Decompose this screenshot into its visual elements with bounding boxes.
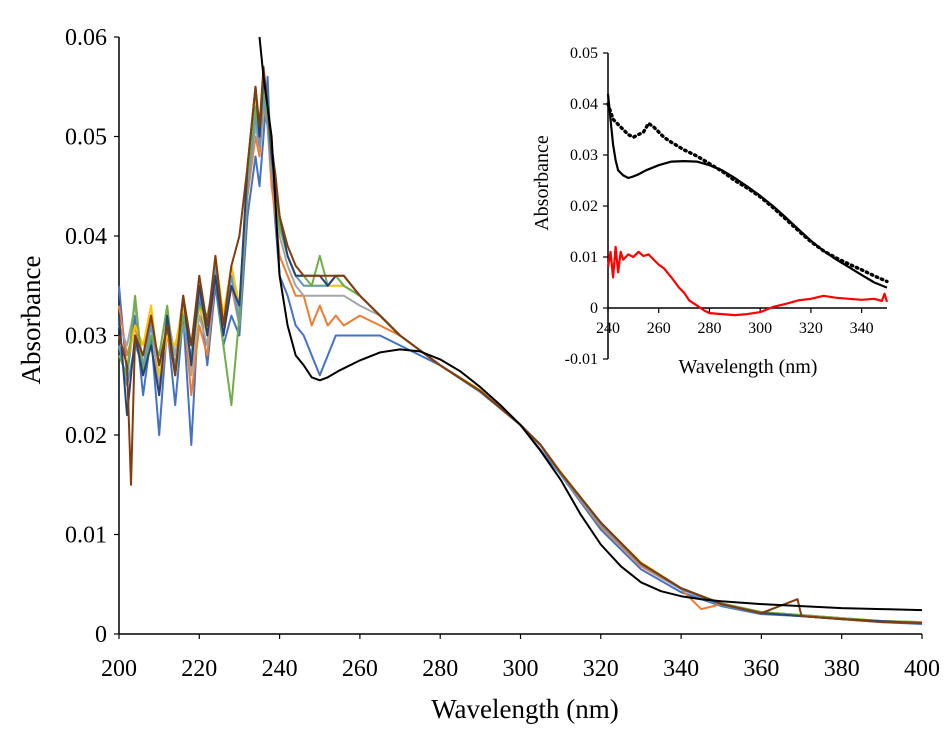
inset-x-tick-label: 320 — [799, 320, 823, 337]
inset-y-tick-label: -0.01 — [565, 351, 598, 368]
main-x-tick-label: 200 — [101, 656, 137, 682]
main-y-tick-label: 0.05 — [65, 125, 107, 151]
inset-y-axis-label: Absorbance — [531, 135, 553, 231]
inset-series-line-2 — [606, 102, 889, 284]
inset-y-tick-label: 0.05 — [570, 45, 598, 62]
main-y-tick-label: 0.01 — [65, 523, 107, 549]
inset-x-tick-label: 280 — [697, 320, 721, 337]
main-axes — [114, 36, 923, 639]
inset-x-tick-label: 340 — [850, 320, 874, 337]
main-series-line-6 — [118, 85, 923, 624]
inset-y-tick-label: 0.03 — [570, 147, 598, 164]
inset-series-line-3 — [606, 245, 889, 317]
main-x-tick-label: 280 — [422, 656, 458, 682]
main-x-tick-label: 220 — [181, 656, 217, 682]
main-series-line-1 — [118, 75, 923, 625]
inset-y-tick-label: 0.01 — [570, 249, 598, 266]
main-series-line-7 — [118, 75, 923, 625]
inset-x-tick-label: 240 — [596, 320, 620, 337]
main-ticks: 0 0.01 0.02 0.03 0.04 0.05 0.06 200 220 240 260 280… — [65, 25, 940, 682]
main-x-tick-label: 360 — [743, 656, 779, 682]
main-y-tick-label: 0 — [95, 622, 107, 648]
main-x-tick-label: 260 — [342, 656, 378, 682]
main-x-tick-label: 340 — [663, 656, 699, 682]
inset-ticks: -0.01 0 0.01 0.02 0.03 0.04 0.05 240 260 280 300 32… — [565, 45, 874, 368]
inset-x-tick-label: 260 — [647, 320, 671, 337]
inset-series — [606, 93, 889, 317]
inset-y-tick-label: 0.02 — [570, 198, 598, 215]
main-x-tick-label: 400 — [904, 656, 940, 682]
main-x-tick-label: 300 — [503, 656, 539, 682]
main-series-line-8 — [118, 65, 923, 625]
main-y-axis-label: Absorbance — [16, 256, 46, 385]
inset-y-tick-label: 0 — [590, 300, 598, 317]
inset-chart: -0.01 0 0.01 0.02 0.03 0.04 0.05 240 260 280 300 32… — [531, 45, 889, 378]
main-x-tick-label: 380 — [824, 656, 860, 682]
main-series-line-4 — [118, 85, 923, 625]
inset-y-tick-label: 0.04 — [570, 96, 598, 113]
inset-x-axis-label: Wavelength (nm) — [679, 356, 818, 378]
main-x-tick-label: 240 — [262, 656, 298, 682]
main-chart: 0 0.01 0.02 0.03 0.04 0.05 0.06 200 220 240 260 280… — [16, 25, 940, 724]
main-y-tick-label: 0.06 — [65, 25, 107, 51]
main-series-line-9 — [258, 36, 923, 612]
inset-axes — [603, 52, 887, 360]
main-y-tick-label: 0.02 — [65, 423, 107, 449]
main-x-tick-label: 320 — [583, 656, 619, 682]
main-y-tick-label: 0.04 — [65, 224, 107, 250]
main-y-tick-label: 0.03 — [65, 324, 107, 350]
main-series — [118, 36, 923, 625]
inset-x-tick-label: 300 — [748, 320, 772, 337]
main-x-axis-label: Wavelength (nm) — [431, 694, 619, 724]
